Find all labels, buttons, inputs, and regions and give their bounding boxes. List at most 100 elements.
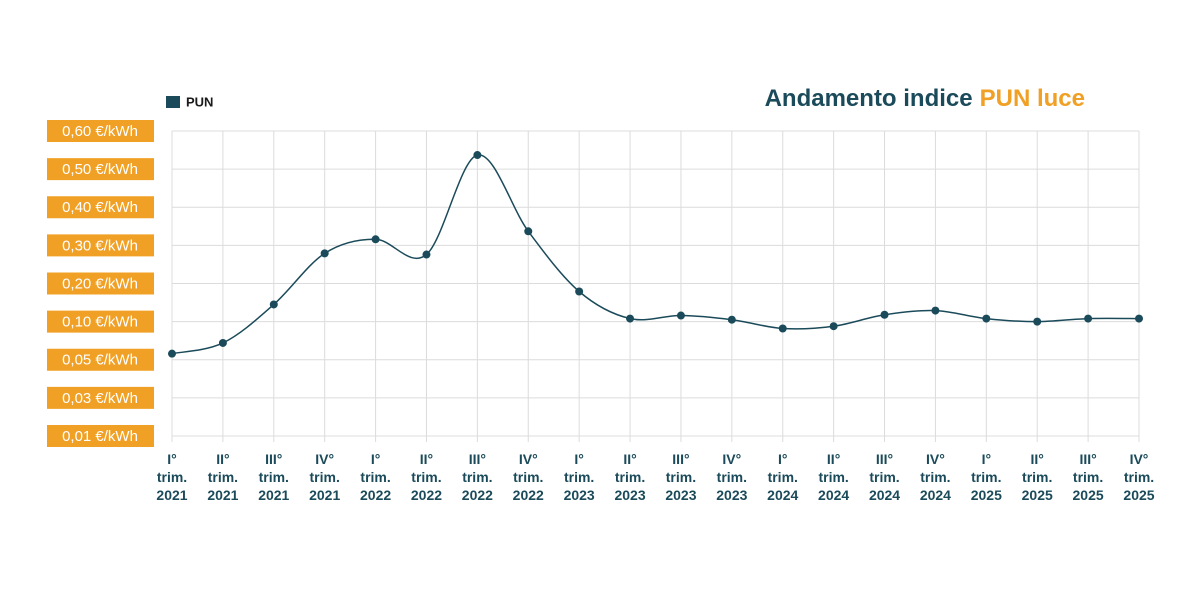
x-tick-label: IV° trim. 2023: [716, 451, 747, 503]
point: [168, 349, 176, 358]
x-tick-line: 2022: [513, 487, 544, 503]
point: [320, 249, 329, 258]
y-tick-box: [47, 272, 154, 295]
x-tick-line: 2025: [1123, 487, 1154, 503]
point: [371, 235, 380, 244]
x-tick-line: 2022: [360, 487, 391, 503]
point: [1135, 314, 1143, 323]
x-tick-line: III°: [469, 451, 486, 467]
x-tick-label: IV° trim. 2021: [309, 451, 340, 503]
x-tick-line: trim.: [157, 469, 187, 485]
x-tick-line: IV°: [519, 451, 538, 467]
x-tick-line: trim.: [462, 469, 492, 485]
x-tick-line: trim.: [259, 469, 289, 485]
y-tick-label: 0,20 €/kWh: [62, 275, 138, 292]
point: [575, 287, 584, 296]
x-tick-label: I° trim. 2023: [564, 451, 595, 503]
point: [422, 250, 431, 259]
point: [676, 311, 685, 320]
y-tick-box: [47, 120, 154, 142]
x-tick-label: III° trim. 2025: [1073, 451, 1104, 503]
legend-swatch: [166, 96, 180, 108]
y-tick-label: 0,60 €/kWh: [62, 123, 138, 140]
x-tick-line: trim.: [666, 469, 696, 485]
x-tick-label: IV° trim. 2022: [513, 451, 544, 503]
x-tick-line: IV°: [1130, 451, 1149, 467]
x-tick-label: I° trim. 2025: [971, 451, 1002, 503]
x-tick-line: 2025: [1022, 487, 1053, 503]
x-tick-line: I°: [778, 451, 788, 467]
x-tick-line: trim.: [615, 469, 645, 485]
point: [727, 315, 736, 324]
x-tick-line: III°: [1079, 451, 1096, 467]
y-tick-label: 0,10 €/kWh: [62, 314, 138, 331]
x-tick-line: trim.: [208, 469, 238, 485]
y-tick-label: 0,01 €/kWh: [62, 428, 138, 445]
point: [931, 306, 940, 315]
x-tick-line: IV°: [722, 451, 741, 467]
point: [524, 227, 533, 236]
y-tick-label: 0,40 €/kWh: [62, 199, 138, 216]
point: [829, 322, 838, 331]
x-tick-line: I°: [371, 451, 381, 467]
x-tick-line: II°: [623, 451, 636, 467]
x-tick-line: 2022: [411, 487, 442, 503]
x-tick-line: 2024: [869, 487, 900, 503]
x-tick-line: III°: [672, 451, 689, 467]
x-tick-line: trim.: [717, 469, 747, 485]
x-tick-label: II° trim. 2021: [207, 451, 238, 503]
x-tick-line: trim.: [513, 469, 543, 485]
x-tick-line: trim.: [869, 469, 899, 485]
x-tick-line: trim.: [818, 469, 848, 485]
x-tick-line: III°: [265, 451, 282, 467]
x-tick-line: III°: [876, 451, 893, 467]
y-tick-box: [47, 386, 154, 409]
point: [1084, 314, 1093, 323]
x-tick-label: I° trim. 2021: [156, 451, 187, 503]
x-tick-line: trim.: [1124, 469, 1154, 485]
point: [473, 151, 482, 160]
x-tick-line: II°: [420, 451, 433, 467]
chart-title: Andamento indice PUN luce: [765, 85, 1085, 112]
x-tick-line: 2025: [1073, 487, 1104, 503]
y-tick-box: [47, 158, 154, 181]
y-tick-label: 0,03 €/kWh: [62, 390, 138, 407]
title-text: Andamento indice: [765, 85, 973, 112]
x-tick-label: III° trim. 2023: [665, 451, 696, 503]
x-tick-line: trim.: [920, 469, 950, 485]
x-tick-line: 2024: [920, 487, 951, 503]
x-tick-line: trim.: [564, 469, 594, 485]
x-tick-line: I°: [982, 451, 992, 467]
x-tick-line: trim.: [360, 469, 390, 485]
x-tick-line: 2023: [716, 487, 747, 503]
x-tick-label: IV° trim. 2024: [920, 451, 951, 503]
legend-label: PUN: [186, 94, 213, 109]
x-tick-line: 2023: [665, 487, 696, 503]
x-tick-line: I°: [167, 451, 177, 467]
point: [218, 338, 227, 347]
x-tick-line: 2024: [767, 487, 798, 503]
x-tick-label: I° trim. 2022: [360, 451, 391, 503]
x-tick-line: trim.: [1073, 469, 1103, 485]
x-tick-label: III° trim. 2022: [462, 451, 493, 503]
y-tick-box: [47, 196, 154, 219]
x-tick-line: II°: [1031, 451, 1044, 467]
x-tick-label: II° trim. 2024: [818, 451, 849, 503]
point: [778, 324, 787, 333]
x-tick-line: trim.: [411, 469, 441, 485]
x-tick-line: trim.: [768, 469, 798, 485]
x-tick-line: trim.: [971, 469, 1001, 485]
x-tick-label: II° trim. 2025: [1022, 451, 1053, 503]
x-tick-line: IV°: [315, 451, 334, 467]
point: [626, 314, 635, 323]
x-tick-label: II° trim. 2022: [411, 451, 442, 503]
x-tick-label: II° trim. 2023: [614, 451, 645, 503]
y-tick-box: [47, 310, 154, 333]
x-tick-line: trim.: [1022, 469, 1052, 485]
x-tick-line: 2025: [971, 487, 1002, 503]
x-tick-label: III° trim. 2024: [869, 451, 900, 503]
x-tick-label: IV° trim. 2025: [1123, 451, 1154, 503]
y-tick-box: [47, 234, 154, 257]
point: [982, 314, 991, 323]
